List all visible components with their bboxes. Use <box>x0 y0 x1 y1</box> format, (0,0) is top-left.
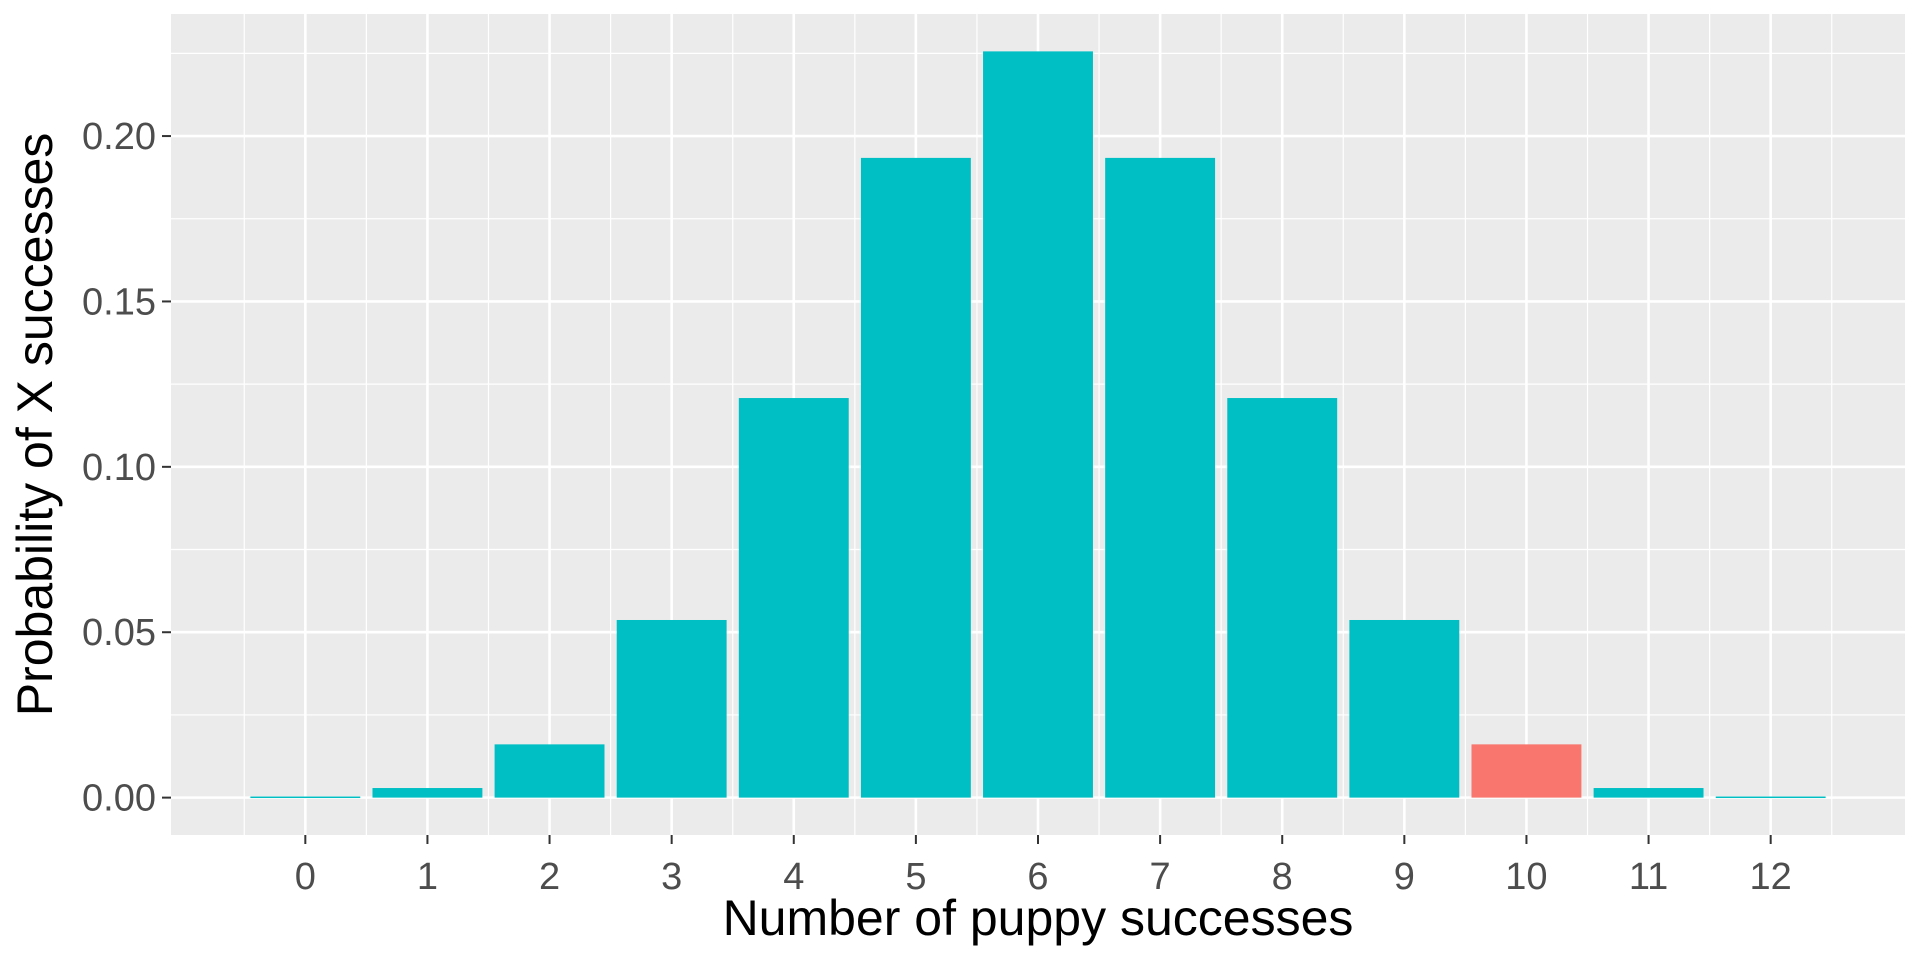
x-tick-label: 12 <box>1750 856 1792 898</box>
bar <box>1593 788 1704 798</box>
bar <box>1715 796 1826 799</box>
x-tick-label: 4 <box>783 856 804 898</box>
y-axis-title: Probability of X successes <box>7 133 63 717</box>
x-tick-label: 10 <box>1505 856 1547 898</box>
x-tick-label: 0 <box>295 856 316 898</box>
bar <box>1105 157 1216 798</box>
x-tick-label: 11 <box>1629 856 1668 898</box>
bar <box>860 157 971 798</box>
y-tick-label: 0.20 <box>82 116 156 158</box>
y-tick-label: 0.15 <box>82 281 156 323</box>
x-tick-label: 9 <box>1394 856 1415 898</box>
bar <box>1471 744 1582 798</box>
bar <box>250 796 361 799</box>
bar <box>616 619 727 798</box>
x-axis-ticks: 0 1 2 3 4 5 6 7 8 9 10 11 12 <box>295 835 1792 898</box>
x-tick-label: 6 <box>1027 856 1048 898</box>
bar <box>738 398 849 798</box>
x-tick-label: 5 <box>905 856 926 898</box>
x-tick-label: 3 <box>661 856 682 898</box>
grid-minor <box>171 14 1905 881</box>
bar <box>372 788 483 798</box>
x-axis-title: Number of puppy successes <box>723 890 1354 946</box>
x-tick-label: 2 <box>539 856 560 898</box>
bar <box>494 744 605 798</box>
y-axis-ticks: 0.00 0.05 0.10 0.15 0.20 <box>82 116 171 820</box>
y-tick-label: 0.05 <box>82 612 156 654</box>
bars <box>250 51 1826 799</box>
x-tick-label: 7 <box>1150 856 1171 898</box>
y-tick-label: 0.10 <box>82 447 156 489</box>
y-tick-label: 0.00 <box>82 778 156 820</box>
x-tick-label: 1 <box>417 856 438 898</box>
bar <box>983 51 1093 798</box>
bar <box>1227 398 1338 798</box>
x-tick-label: 8 <box>1272 856 1293 898</box>
bar <box>1349 619 1460 798</box>
